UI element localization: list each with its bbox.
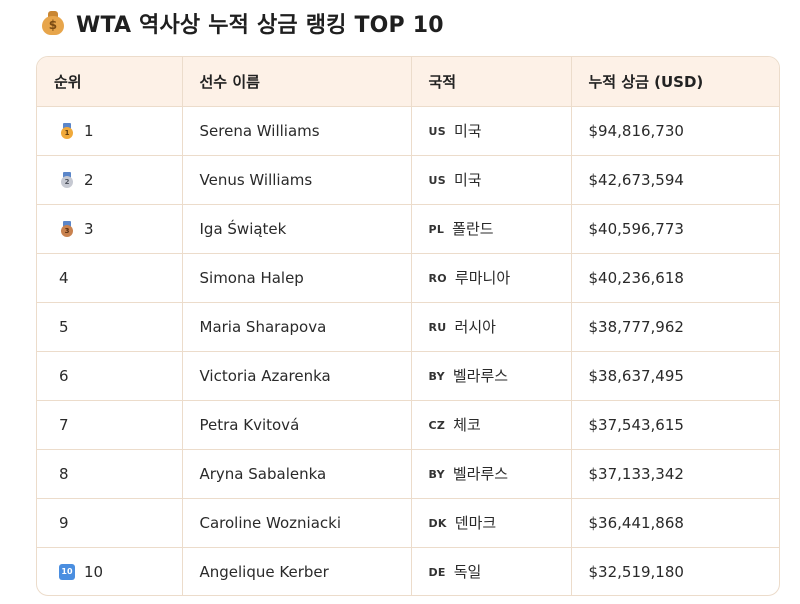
nationality-cell: DE 독일: [411, 547, 572, 595]
rank-number: 3: [84, 219, 94, 238]
prize-money: $37,133,342: [571, 449, 779, 499]
flag-code: DK: [428, 517, 447, 530]
nationality-cell: CZ 체코: [411, 400, 572, 450]
player-name: Simona Halep: [182, 253, 412, 303]
player-name: Maria Sharapova: [182, 302, 412, 352]
flag-code: RO: [428, 272, 447, 285]
table-row[interactable]: 9 Caroline Wozniacki DK 덴마크 $36,441,868: [37, 498, 779, 548]
prize-money: $40,236,618: [571, 253, 779, 303]
rank-number: 1: [84, 121, 94, 140]
rank-number: 6: [37, 351, 183, 401]
rank-number: 7: [37, 400, 183, 450]
country-name: 미국: [453, 122, 482, 140]
rank-number: 2: [84, 170, 94, 189]
player-name: Iga Świątek: [182, 204, 412, 254]
bronze-medal-icon: 3: [59, 220, 75, 237]
country-name: 덴마크: [454, 514, 497, 532]
country-name: 벨라루스: [452, 465, 509, 483]
flag-code: BY: [428, 370, 445, 383]
table-row[interactable]: 1 1 Serena Williams US 미국 $94,816,730: [37, 106, 779, 156]
table-row[interactable]: 10 10 Angelique Kerber DE 독일 $32,519,180: [37, 547, 779, 595]
flag-code: RU: [428, 321, 447, 334]
player-name: Aryna Sabalenka: [182, 449, 412, 499]
ranking-table: 순위 선수 이름 국적 누적 상금 (USD) 1 1 Serena Willi…: [36, 56, 780, 596]
player-name: Angelique Kerber: [182, 547, 412, 595]
table-row[interactable]: 2 2 Venus Williams US 미국 $42,673,594: [37, 155, 779, 205]
nationality-cell: PL 폴란드: [411, 204, 572, 254]
table-row[interactable]: 6 Victoria Azarenka BY 벨라루스 $38,637,495: [37, 351, 779, 401]
country-name: 미국: [453, 171, 482, 189]
prize-money: $38,637,495: [571, 351, 779, 401]
table-row[interactable]: 4 Simona Halep RO 루마니아 $40,236,618: [37, 253, 779, 303]
nationality-cell: BY 벨라루스: [411, 351, 572, 401]
table-row[interactable]: 7 Petra Kvitová CZ 체코 $37,543,615: [37, 400, 779, 450]
prize-money: $40,596,773: [571, 204, 779, 254]
prize-money: $94,816,730: [571, 106, 779, 156]
nationality-cell: DK 덴마크: [411, 498, 572, 548]
prize-money: $38,777,962: [571, 302, 779, 352]
rank-number: 9: [37, 498, 183, 548]
nationality-cell: RO 루마니아: [411, 253, 572, 303]
flag-code: DE: [428, 566, 446, 580]
country-name: 폴란드: [452, 220, 494, 238]
column-header-rank[interactable]: 순위: [37, 57, 183, 107]
table-header-row: 순위 선수 이름 국적 누적 상금 (USD): [37, 57, 779, 107]
money-bag-icon: $: [40, 10, 66, 36]
silver-medal-icon: 2: [59, 171, 75, 188]
player-name: Serena Williams: [182, 106, 412, 156]
keycap-ten-icon: 10: [59, 563, 75, 580]
rank-cell: 10 10: [37, 547, 183, 595]
rank-cell: 2 2: [37, 155, 183, 205]
country-name: 벨라루스: [452, 367, 509, 385]
flag-code: US: [428, 125, 446, 138]
country-name: 러시아: [454, 318, 496, 336]
nationality-cell: US 미국: [411, 155, 572, 205]
nationality-cell: RU 러시아: [411, 302, 572, 352]
prize-money: $36,441,868: [571, 498, 779, 548]
table-row[interactable]: 8 Aryna Sabalenka BY 벨라루스 $37,133,342: [37, 449, 779, 499]
page-title-text: WTA 역사상 누적 상금 랭킹 TOP 10: [76, 13, 444, 38]
player-name: Victoria Azarenka: [182, 351, 412, 401]
country-name: 체코: [453, 416, 481, 434]
player-name: Caroline Wozniacki: [182, 498, 412, 548]
column-header-nationality[interactable]: 국적: [411, 57, 572, 107]
flag-code: PL: [428, 223, 445, 236]
country-name: 독일: [453, 563, 482, 582]
rank-number: 8: [37, 449, 183, 499]
player-name: Petra Kvitová: [182, 400, 412, 450]
rank-cell: 1 1: [37, 106, 183, 156]
country-name: 루마니아: [454, 269, 511, 287]
rank-number: 4: [37, 253, 183, 303]
page-title: $ WTA 역사상 누적 상금 랭킹 TOP 10: [40, 6, 444, 40]
flag-code: BY: [428, 468, 445, 481]
gold-medal-icon: 1: [59, 122, 75, 139]
player-name: Venus Williams: [182, 155, 412, 205]
prize-money: $42,673,594: [571, 155, 779, 205]
flag-code: CZ: [428, 419, 446, 432]
nationality-cell: US 미국: [411, 106, 572, 156]
column-header-prize-money[interactable]: 누적 상금 (USD): [571, 57, 779, 107]
table-row[interactable]: 3 3 Iga Świątek PL 폴란드 $40,596,773: [37, 204, 779, 254]
prize-money: $32,519,180: [588, 562, 684, 581]
flag-code: US: [428, 174, 446, 187]
column-header-player-name[interactable]: 선수 이름: [182, 57, 412, 107]
prize-money: $37,543,615: [571, 400, 779, 450]
table-row[interactable]: 5 Maria Sharapova RU 러시아 $38,777,962: [37, 302, 779, 352]
rank-number: 10: [84, 562, 104, 581]
rank-number: 5: [37, 302, 183, 352]
nationality-cell: BY 벨라루스: [411, 449, 572, 499]
rank-cell: 3 3: [37, 204, 183, 254]
